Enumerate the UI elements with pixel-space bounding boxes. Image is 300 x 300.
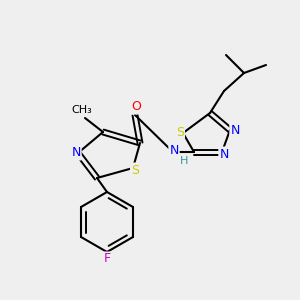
Text: N: N [219,148,229,160]
Text: O: O [131,100,141,113]
Text: S: S [131,164,139,176]
Text: H: H [180,156,188,166]
Text: CH₃: CH₃ [72,105,92,115]
Text: N: N [71,146,81,160]
Text: N: N [169,145,179,158]
Text: F: F [103,253,111,266]
Text: S: S [176,127,184,140]
Text: N: N [230,124,240,136]
